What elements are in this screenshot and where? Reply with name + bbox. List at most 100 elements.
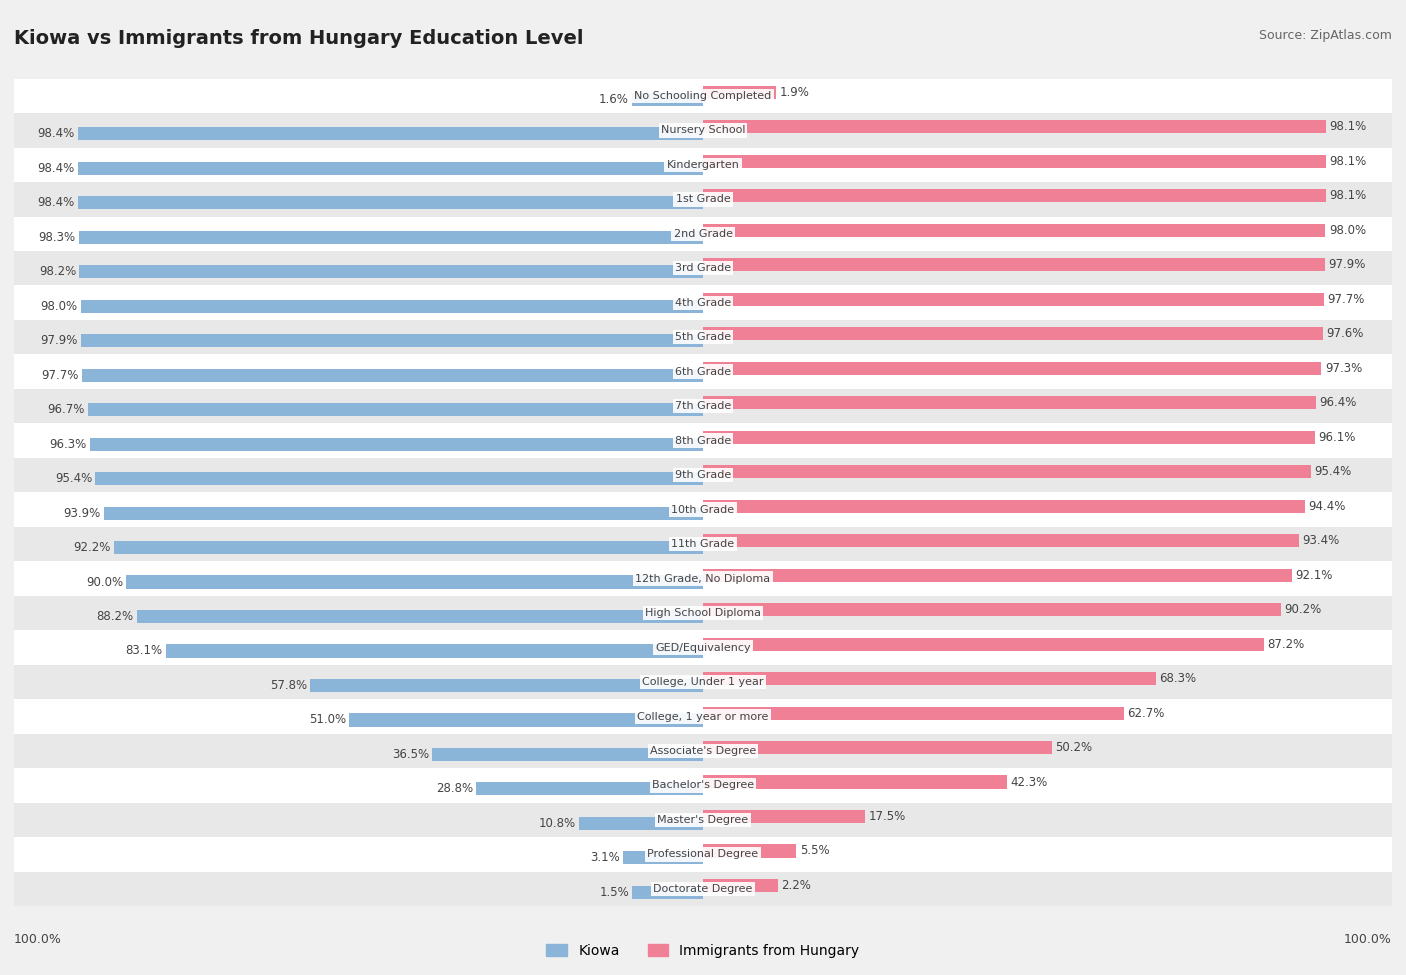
Text: 100.0%: 100.0% bbox=[14, 933, 62, 946]
Text: 97.3%: 97.3% bbox=[1324, 362, 1362, 374]
Text: 2nd Grade: 2nd Grade bbox=[673, 229, 733, 239]
Text: No Schooling Completed: No Schooling Completed bbox=[634, 91, 772, 100]
Bar bbox=[579, 817, 703, 830]
Bar bbox=[90, 438, 703, 450]
Text: Professional Degree: Professional Degree bbox=[647, 849, 759, 859]
Text: College, Under 1 year: College, Under 1 year bbox=[643, 677, 763, 687]
Text: 96.4%: 96.4% bbox=[1320, 396, 1357, 410]
Bar bbox=[703, 86, 776, 98]
Text: 90.0%: 90.0% bbox=[86, 575, 122, 589]
Bar bbox=[349, 714, 703, 726]
Bar bbox=[14, 768, 1392, 802]
Text: 87.2%: 87.2% bbox=[1267, 638, 1305, 650]
Bar bbox=[14, 458, 1392, 492]
Bar bbox=[96, 472, 703, 486]
Bar bbox=[79, 127, 703, 140]
Text: 50.2%: 50.2% bbox=[1056, 741, 1092, 754]
Text: 97.7%: 97.7% bbox=[42, 369, 79, 381]
Bar bbox=[89, 403, 703, 416]
Bar bbox=[703, 672, 1156, 685]
Text: 88.2%: 88.2% bbox=[96, 610, 134, 623]
Bar bbox=[166, 644, 703, 657]
Text: 36.5%: 36.5% bbox=[392, 748, 429, 760]
Bar bbox=[703, 120, 1326, 134]
Bar bbox=[79, 196, 703, 210]
Bar bbox=[703, 362, 1322, 374]
Text: 2.2%: 2.2% bbox=[780, 879, 811, 892]
Text: 98.2%: 98.2% bbox=[39, 265, 76, 278]
Bar bbox=[14, 734, 1392, 768]
Legend: Kiowa, Immigrants from Hungary: Kiowa, Immigrants from Hungary bbox=[541, 938, 865, 963]
Bar bbox=[14, 562, 1392, 596]
Bar bbox=[114, 541, 703, 554]
Text: 7th Grade: 7th Grade bbox=[675, 401, 731, 411]
Text: 1.6%: 1.6% bbox=[599, 93, 628, 105]
Text: 10th Grade: 10th Grade bbox=[672, 505, 734, 515]
Bar bbox=[82, 334, 703, 347]
Text: 96.7%: 96.7% bbox=[48, 403, 84, 416]
Bar bbox=[703, 292, 1323, 306]
Text: 93.4%: 93.4% bbox=[1302, 534, 1340, 547]
Bar bbox=[14, 596, 1392, 630]
Text: 11th Grade: 11th Grade bbox=[672, 539, 734, 549]
Text: 4th Grade: 4th Grade bbox=[675, 297, 731, 308]
Bar bbox=[703, 775, 1007, 789]
Bar bbox=[703, 707, 1123, 720]
Text: 98.4%: 98.4% bbox=[38, 128, 75, 140]
Bar bbox=[14, 423, 1392, 458]
Bar bbox=[14, 182, 1392, 216]
Text: 97.7%: 97.7% bbox=[1327, 292, 1364, 306]
Text: 98.1%: 98.1% bbox=[1330, 120, 1367, 134]
Text: 95.4%: 95.4% bbox=[1315, 465, 1351, 478]
Bar bbox=[127, 575, 703, 589]
Text: 92.2%: 92.2% bbox=[73, 541, 110, 554]
Text: Kiowa vs Immigrants from Hungary Education Level: Kiowa vs Immigrants from Hungary Educati… bbox=[14, 29, 583, 48]
Text: 1st Grade: 1st Grade bbox=[676, 194, 730, 205]
Text: 17.5%: 17.5% bbox=[869, 810, 905, 823]
Text: 98.3%: 98.3% bbox=[38, 231, 76, 244]
Text: 51.0%: 51.0% bbox=[309, 714, 346, 726]
Bar bbox=[703, 741, 1052, 754]
Bar bbox=[477, 782, 703, 796]
Bar bbox=[703, 431, 1315, 444]
Text: 62.7%: 62.7% bbox=[1128, 707, 1164, 720]
Bar bbox=[14, 113, 1392, 147]
Text: Master's Degree: Master's Degree bbox=[658, 815, 748, 825]
Bar bbox=[80, 265, 703, 278]
Text: 68.3%: 68.3% bbox=[1159, 672, 1197, 685]
Bar bbox=[14, 286, 1392, 320]
Bar bbox=[703, 189, 1326, 203]
Text: 5th Grade: 5th Grade bbox=[675, 332, 731, 342]
Bar bbox=[80, 299, 703, 313]
Text: 97.9%: 97.9% bbox=[1329, 258, 1365, 271]
Bar bbox=[631, 93, 703, 106]
Text: 98.4%: 98.4% bbox=[38, 196, 75, 210]
Bar bbox=[14, 79, 1392, 113]
Text: High School Diploma: High School Diploma bbox=[645, 608, 761, 618]
Bar bbox=[633, 886, 703, 899]
Bar bbox=[703, 155, 1326, 168]
Bar bbox=[83, 369, 703, 381]
Bar bbox=[703, 396, 1316, 410]
Bar bbox=[14, 355, 1392, 389]
Bar bbox=[703, 638, 1264, 650]
Bar bbox=[14, 872, 1392, 906]
Text: 42.3%: 42.3% bbox=[1011, 775, 1047, 789]
Text: 28.8%: 28.8% bbox=[436, 782, 472, 796]
Text: 96.1%: 96.1% bbox=[1317, 431, 1355, 444]
Text: 97.9%: 97.9% bbox=[41, 334, 77, 347]
Text: 8th Grade: 8th Grade bbox=[675, 436, 731, 446]
Text: 3.1%: 3.1% bbox=[591, 851, 620, 865]
Bar bbox=[14, 526, 1392, 562]
Bar bbox=[14, 838, 1392, 872]
Text: 98.0%: 98.0% bbox=[1329, 224, 1367, 237]
Text: 98.4%: 98.4% bbox=[38, 162, 75, 175]
Bar bbox=[703, 844, 796, 858]
Text: 12th Grade, No Diploma: 12th Grade, No Diploma bbox=[636, 573, 770, 584]
Bar bbox=[14, 251, 1392, 286]
Bar bbox=[14, 216, 1392, 251]
Text: 100.0%: 100.0% bbox=[1344, 933, 1392, 946]
Text: 95.4%: 95.4% bbox=[55, 472, 91, 486]
Bar bbox=[14, 147, 1392, 182]
Bar bbox=[703, 568, 1292, 582]
